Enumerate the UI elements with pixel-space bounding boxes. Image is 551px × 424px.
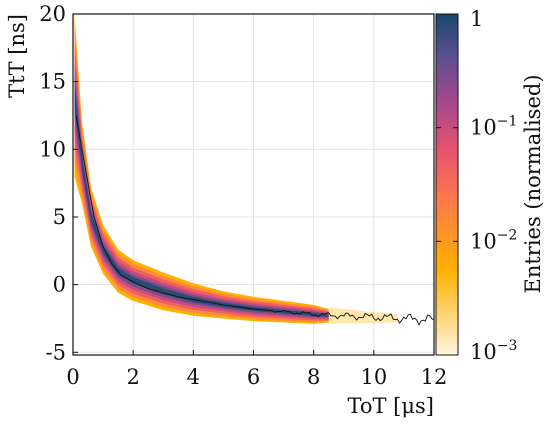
y-tick-label: 15 (39, 70, 66, 94)
x-tick-label: 2 (126, 365, 139, 389)
x-tick-label: 8 (307, 365, 320, 389)
colorbar-tick-label: 10−1 (470, 114, 517, 140)
colorbar-tick-exponent: −2 (497, 227, 518, 243)
colorbar-tick-label: 10−2 (470, 227, 517, 253)
y-tick-label: 20 (39, 2, 66, 26)
y-axis-title: TtT [ns] (5, 14, 29, 98)
colorbar-tick-label: 10−3 (470, 338, 517, 364)
colorbar-tick-base: 10 (470, 340, 497, 364)
x-axis: 0 2 4 6 8 10 12 (66, 350, 447, 389)
colorbar (435, 13, 459, 356)
colorbar-axis: 110−110−210−3 (436, 7, 517, 364)
colorbar-title: Entries (normalised) (521, 74, 545, 293)
density-tail (328, 307, 398, 324)
colorbar-tick-exponent: −1 (497, 114, 518, 130)
mean-curve-line (75, 115, 434, 326)
x-tick-label: 6 (247, 365, 260, 389)
x-axis-title: ToT [μs] (347, 394, 434, 418)
y-tick-label: 10 (39, 137, 66, 161)
x-tick-label: 10 (360, 365, 387, 389)
y-tick-label: 0 (53, 273, 66, 297)
y-tick-label: -5 (46, 340, 66, 364)
x-tick-label: 0 (66, 365, 79, 389)
colorbar-tick-label: 1 (470, 7, 483, 31)
distribution-band (74, 14, 398, 324)
x-tick-label: 12 (421, 365, 448, 389)
colorbar-tick-base: 1 (470, 7, 483, 31)
mean-curve (75, 115, 434, 326)
y-tick-label: 5 (53, 205, 66, 229)
colorbar-tick-exponent: −3 (497, 338, 518, 354)
x-tick-label: 4 (187, 365, 200, 389)
y-axis: -5 0 5 10 15 20 (39, 2, 78, 364)
colorbar-tick-base: 10 (470, 229, 497, 253)
colorbar-tick-base: 10 (470, 116, 497, 140)
